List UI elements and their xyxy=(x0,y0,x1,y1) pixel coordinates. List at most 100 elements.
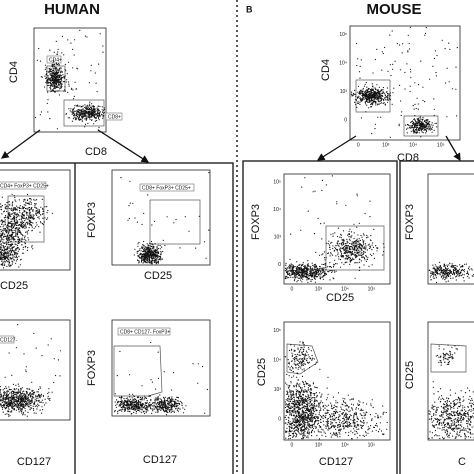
event-dot xyxy=(68,117,71,119)
event-dot xyxy=(349,228,351,230)
event-dot xyxy=(116,403,118,405)
axis-label: CD127 xyxy=(319,456,353,468)
event-dot xyxy=(376,48,378,51)
event-dot xyxy=(2,241,4,243)
event-dot xyxy=(22,246,24,248)
event-dot xyxy=(9,253,11,255)
event-dot xyxy=(54,69,57,71)
event-dot xyxy=(146,254,148,256)
event-dot xyxy=(15,219,17,221)
event-dot xyxy=(11,248,13,250)
event-dot xyxy=(56,128,59,130)
event-dot xyxy=(9,229,11,231)
event-dot xyxy=(360,247,362,249)
event-dot xyxy=(4,233,6,235)
event-dot xyxy=(0,235,1,237)
event-dot xyxy=(6,402,8,404)
event-dot xyxy=(27,396,29,398)
event-dot xyxy=(27,221,29,223)
event-dot xyxy=(144,250,146,252)
event-dot xyxy=(0,404,1,406)
event-dot xyxy=(340,255,342,257)
event-dot xyxy=(22,227,24,229)
event-dot xyxy=(42,207,44,209)
event-dot xyxy=(20,233,22,235)
event-dot xyxy=(17,240,20,242)
event-dot xyxy=(4,208,7,210)
event-dot xyxy=(300,275,302,278)
event-dot xyxy=(93,123,95,125)
event-dot xyxy=(36,408,38,410)
event-dot xyxy=(4,229,7,231)
event-dot xyxy=(182,407,184,409)
event-dot xyxy=(139,401,141,404)
event-dot xyxy=(47,79,49,81)
event-dot xyxy=(48,68,50,70)
event-dot xyxy=(11,224,13,226)
event-dot xyxy=(75,119,77,121)
event-dot xyxy=(56,90,58,92)
event-dot xyxy=(407,127,409,129)
event-dot xyxy=(50,338,52,340)
event-dot xyxy=(132,401,134,404)
event-dot xyxy=(173,401,176,403)
event-dot xyxy=(385,96,387,98)
event-dot xyxy=(50,71,52,73)
event-dot xyxy=(137,406,139,408)
tick-label: 10⁴ xyxy=(341,286,349,292)
gate xyxy=(325,225,385,271)
event-dot xyxy=(325,266,327,268)
event-dot xyxy=(69,110,71,112)
event-dot xyxy=(23,353,25,355)
event-dot xyxy=(99,111,101,113)
event-dot xyxy=(290,265,292,267)
event-dot xyxy=(1,406,4,408)
event-dot xyxy=(25,405,27,407)
event-dot xyxy=(81,118,83,120)
event-dot xyxy=(6,210,8,213)
event-dot xyxy=(326,242,328,244)
event-dot xyxy=(64,75,66,77)
event-dot xyxy=(164,402,166,404)
event-dot xyxy=(432,124,434,126)
event-dot xyxy=(400,114,402,117)
event-dot xyxy=(299,269,301,271)
event-dot xyxy=(57,359,60,361)
event-dot xyxy=(3,263,5,265)
event-dot xyxy=(44,398,46,400)
event-dot xyxy=(323,263,325,266)
event-dot xyxy=(32,408,35,410)
event-dot xyxy=(119,403,122,405)
event-dot xyxy=(160,405,162,407)
event-dot xyxy=(6,406,8,408)
event-dot xyxy=(34,204,36,206)
event-dot xyxy=(63,76,65,78)
event-dot xyxy=(167,400,169,402)
event-dot xyxy=(11,227,13,229)
event-dot xyxy=(48,71,50,73)
event-dot xyxy=(25,371,27,373)
event-dot xyxy=(97,105,99,107)
event-dot xyxy=(298,269,300,271)
event-dot xyxy=(55,62,58,64)
event-dot xyxy=(197,363,199,365)
event-dot xyxy=(299,271,301,273)
event-dot xyxy=(101,109,103,111)
event-dot xyxy=(90,109,92,111)
event-dot xyxy=(22,397,24,399)
tick-label: 10³ xyxy=(315,286,323,292)
event-dot xyxy=(434,122,436,125)
event-dot xyxy=(185,405,187,407)
event-dot xyxy=(52,85,54,87)
event-dot xyxy=(80,113,82,115)
event-dot xyxy=(59,350,62,352)
event-dot xyxy=(357,97,359,99)
event-dot xyxy=(362,94,365,96)
event-dot xyxy=(26,398,29,400)
event-dot xyxy=(47,78,50,80)
event-dot xyxy=(120,401,123,403)
event-dot xyxy=(19,394,21,396)
event-dot xyxy=(359,98,361,100)
event-dot xyxy=(11,232,13,234)
event-dot xyxy=(0,246,1,248)
